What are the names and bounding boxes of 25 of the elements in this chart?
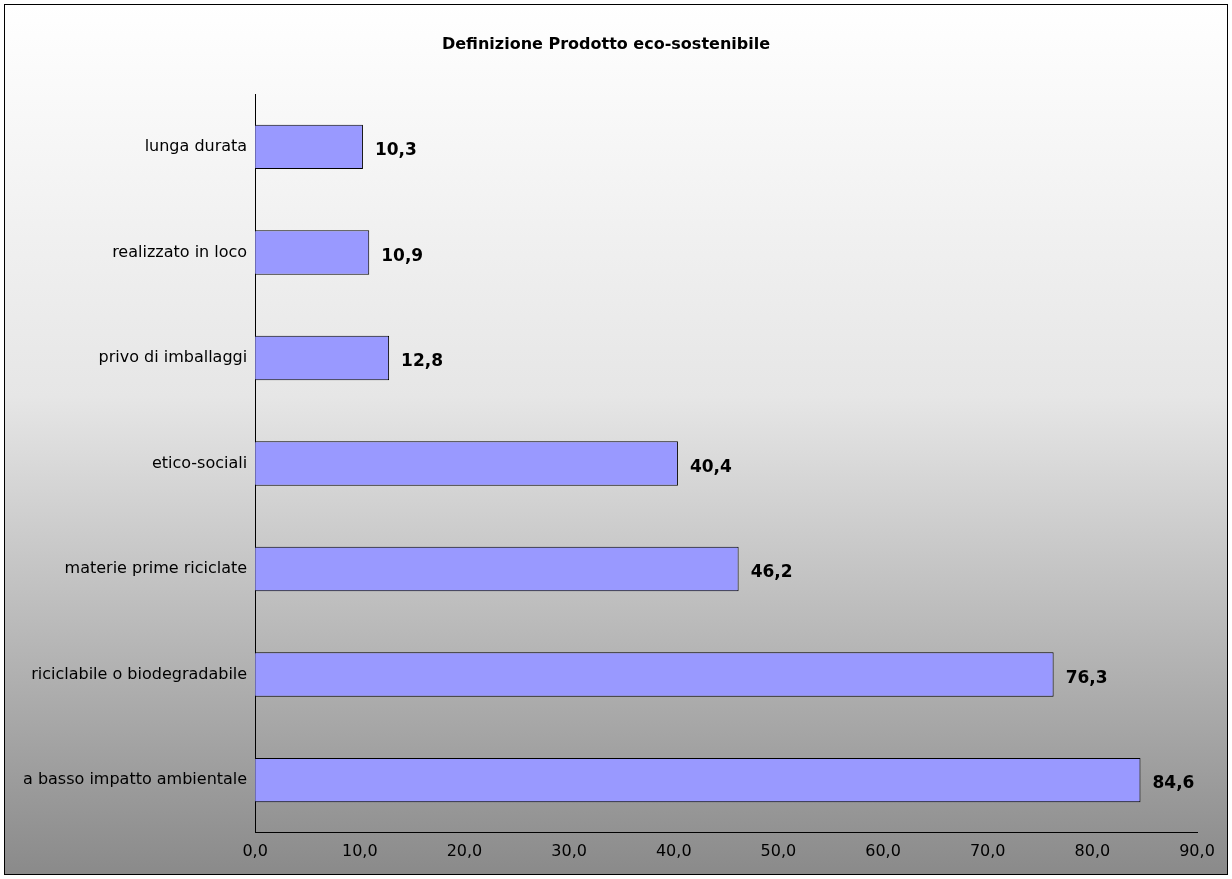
x-tick-label: 40,0 [655,840,692,860]
data-label: 12,8 [401,350,444,371]
x-tick-label: 20,0 [446,840,483,860]
y-tick-label: a basso impatto ambientale [23,769,248,789]
chart-title: Definizione Prodotto eco-sostenibile [441,33,771,53]
data-label: 46,2 [750,561,793,582]
x-tick-label: 90,0 [1179,840,1215,860]
x-tick-label: 60,0 [865,840,901,860]
x-tick-label: 70,0 [969,840,1006,860]
data-label: 76,3 [1065,666,1108,687]
x-tick-label: 50,0 [760,840,797,860]
y-tick-label: materie prime riciclate [64,558,248,578]
y-tick-label: privo di imballaggi [98,347,248,367]
x-tick-label: 80,0 [1074,840,1111,860]
x-tick-label: 10,0 [341,840,378,860]
data-label: 84,6 [1152,772,1195,793]
y-tick-label: etico-sociali [151,452,248,472]
data-label: 10,3 [374,139,417,160]
y-tick-label: realizzato in loco [112,241,248,261]
x-tick-label: 30,0 [551,840,587,860]
x-tick-label: 0,0 [242,840,268,860]
data-label: 40,4 [689,455,733,476]
y-tick-label: lunga durata [144,136,248,156]
data-label: 10,9 [381,244,424,265]
y-tick-label: riciclabile o biodegradabile [31,663,248,683]
